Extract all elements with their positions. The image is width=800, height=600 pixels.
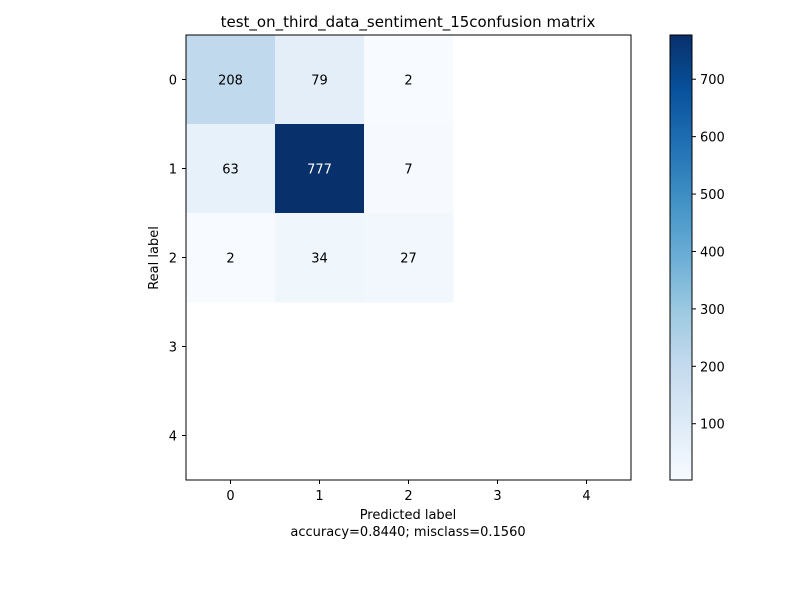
matrix-cell (186, 35, 276, 125)
colorbar-tick-label: 100 (700, 418, 725, 433)
cell-value-label: 27 (400, 252, 417, 267)
colorbar-tick-label: 300 (700, 303, 725, 318)
colorbar-tick-label: 400 (700, 245, 725, 260)
chart-title: test_on_third_data_sentiment_15confusion… (221, 13, 596, 32)
cell-value-label: 34 (311, 252, 328, 267)
x-tick-label: 1 (315, 489, 323, 504)
x-tick-label: 0 (226, 489, 234, 504)
cell-value-label: 7 (404, 163, 412, 178)
matrix-cell (275, 35, 365, 125)
colorbar (669, 34, 693, 481)
y-axis-label: Real label (147, 226, 162, 290)
y-tick-label: 1 (169, 163, 177, 178)
x-tick-label: 3 (493, 489, 501, 504)
matrix-cell (364, 124, 454, 214)
cell-value-label: 79 (311, 74, 328, 89)
matrix-cells (186, 35, 454, 303)
y-tick-label: 0 (169, 74, 177, 89)
colorbar-tick-label: 700 (700, 73, 725, 88)
x-tick-label: 2 (404, 489, 412, 504)
colorbar-tick-label: 200 (700, 360, 725, 375)
matrix-cell-labels: 208 79 263 777 72 34 27 (218, 74, 417, 267)
matrix-cell (186, 124, 276, 214)
cell-value-label: 777 (307, 163, 332, 178)
x-axis-ticks: 0 1 2 3 4 (226, 480, 591, 504)
cell-value-label: 2 (226, 252, 234, 267)
matrix-cell (186, 213, 276, 303)
x-axis-label: Predicted label (360, 508, 457, 523)
matrix-cell (275, 213, 365, 303)
cell-value-label: 2 (404, 74, 412, 89)
colorbar-tick-label: 600 (700, 131, 725, 146)
y-tick-label: 3 (169, 341, 177, 356)
accuracy-footer: accuracy=0.8440; misclass=0.1560 (290, 525, 525, 540)
x-tick-label: 4 (582, 489, 590, 504)
cell-value-label: 208 (218, 74, 243, 89)
matrix-cell (364, 35, 454, 125)
y-tick-label: 4 (169, 430, 177, 445)
colorbar-tick-label: 500 (700, 188, 725, 203)
y-axis-ticks: 0 1 2 3 4 (169, 74, 186, 445)
matrix-cell (275, 124, 365, 214)
y-tick-label: 2 (169, 252, 177, 267)
matrix-cell (364, 213, 454, 303)
cell-value-label: 63 (222, 163, 239, 178)
colorbar-ticks: 100 200 300 400 500 600 700 (692, 73, 725, 433)
